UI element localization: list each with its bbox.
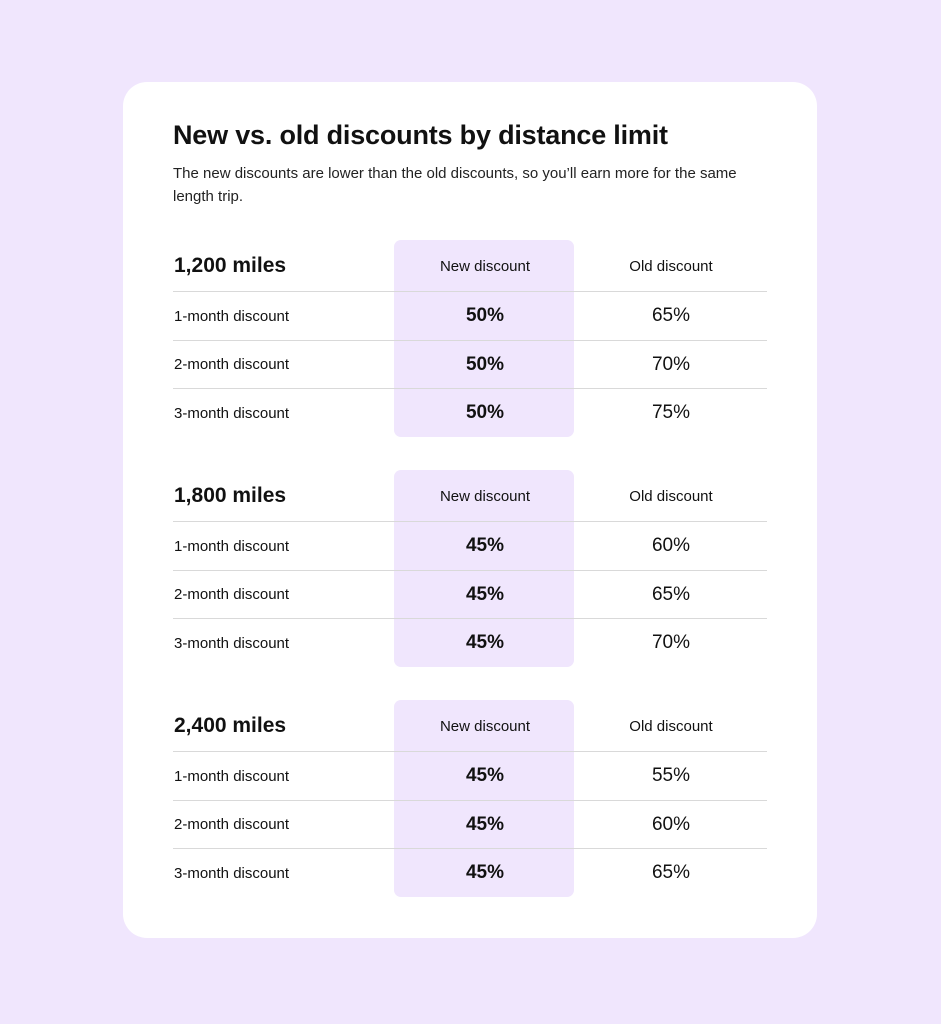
discount-period-label: 3-month discount xyxy=(174,404,290,422)
discount-period-label: 3-month discount xyxy=(174,864,290,882)
old-discount-value: 60% xyxy=(651,813,691,835)
old-discount-value: 70% xyxy=(651,632,691,653)
discount-period-label: 2-month discount xyxy=(174,586,290,603)
table-header-row: 1,800 miles New discount Old discount xyxy=(173,472,767,520)
discount-table: 1,800 miles New discount Old discount 1-… xyxy=(173,470,767,667)
table-row: 3-month discount 45% 65% xyxy=(173,848,767,897)
discount-table: 1,200 miles New discount Old discount 1-… xyxy=(173,240,767,437)
new-discount-value: 50% xyxy=(465,353,505,375)
discount-period-label: 2-month discount xyxy=(174,816,290,833)
discount-table: 2,400 miles New discount Old discount 1-… xyxy=(173,700,767,897)
table-row: 3-month discount 50% 75% xyxy=(173,388,767,437)
new-discount-value: 50% xyxy=(465,305,505,326)
new-discount-value: 45% xyxy=(465,813,505,835)
new-discount-highlight xyxy=(394,470,574,667)
old-discount-header: Old discount xyxy=(629,717,713,735)
new-discount-value: 50% xyxy=(465,402,505,423)
discount-period-label: 2-month discount xyxy=(174,356,290,373)
page-subtitle: The new discounts are lower than the old… xyxy=(173,165,737,205)
old-discount-value: 60% xyxy=(651,535,691,556)
old-discount-value: 65% xyxy=(651,862,691,883)
new-discount-header: New discount xyxy=(439,717,531,735)
old-discount-header: Old discount xyxy=(629,257,713,275)
old-discount-value: 65% xyxy=(651,305,691,326)
old-discount-value: 55% xyxy=(651,765,691,786)
new-discount-value: 45% xyxy=(465,632,505,653)
discount-period-label: 1-month discount xyxy=(174,767,290,785)
table-row: 2-month discount 45% 60% xyxy=(173,799,767,849)
discount-period-label: 3-month discount xyxy=(174,634,290,652)
distance-limit: 1,200 miles xyxy=(174,254,287,277)
old-discount-value: 65% xyxy=(651,583,691,605)
table-row: 1-month discount 50% 65% xyxy=(173,291,767,340)
page-title: New vs. old discounts by distance limit xyxy=(173,120,668,150)
distance-limit: 2,400 miles xyxy=(174,714,287,737)
table-header-row: 2,400 miles New discount Old discount xyxy=(173,702,767,750)
distance-limit: 1,800 miles xyxy=(174,484,287,507)
table-row: 1-month discount 45% 60% xyxy=(173,521,767,570)
discount-card: New vs. old discounts by distance limit … xyxy=(123,82,817,938)
old-discount-value: 75% xyxy=(651,402,691,423)
new-discount-value: 45% xyxy=(465,583,505,605)
new-discount-header: New discount xyxy=(439,257,531,275)
new-discount-value: 45% xyxy=(465,535,505,556)
new-discount-highlight xyxy=(394,700,574,897)
table-row: 2-month discount 50% 70% xyxy=(173,339,767,389)
table-row: 2-month discount 45% 65% xyxy=(173,569,767,619)
new-discount-value: 45% xyxy=(465,862,505,883)
discount-period-label: 1-month discount xyxy=(174,307,290,325)
new-discount-highlight xyxy=(394,240,574,437)
old-discount-header: Old discount xyxy=(629,487,713,505)
old-discount-value: 70% xyxy=(651,353,691,375)
table-row: 1-month discount 45% 55% xyxy=(173,751,767,800)
table-row: 3-month discount 45% 70% xyxy=(173,618,767,667)
new-discount-value: 45% xyxy=(465,765,505,786)
table-header-row: 1,200 miles New discount Old discount xyxy=(173,242,767,290)
new-discount-header: New discount xyxy=(439,487,531,505)
discount-period-label: 1-month discount xyxy=(174,537,290,555)
